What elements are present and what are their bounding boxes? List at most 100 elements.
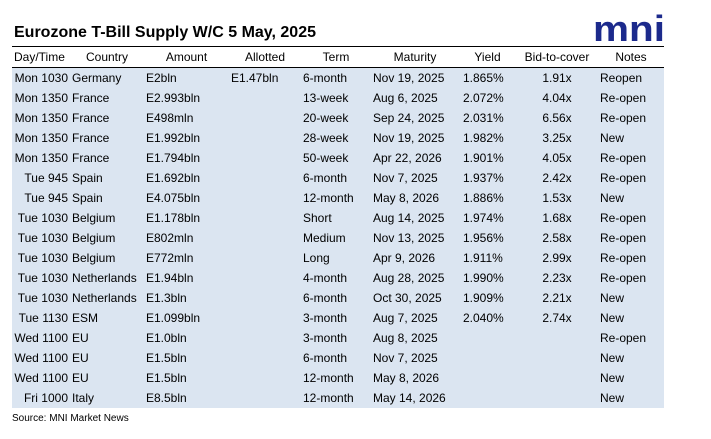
column-header-bid-to-cover: Bid-to-cover	[516, 46, 598, 68]
cell-allotted	[229, 348, 301, 368]
table-row: Mon 1350 France E1.992bln 28-week Nov 19, 20…	[12, 128, 664, 148]
cell-notes: New	[598, 388, 664, 408]
cell-term: 6-month	[301, 348, 371, 368]
cell-amount: E1.692bln	[144, 168, 229, 188]
cell-allotted	[229, 288, 301, 308]
cell-allotted	[229, 228, 301, 248]
cell-yield: 1.937%	[459, 168, 516, 188]
cell-yield: 1.865%	[459, 67, 516, 88]
cell-yield: 1.911%	[459, 248, 516, 268]
cell-notes: Re-open	[598, 228, 664, 248]
cell-country: Belgium	[70, 208, 144, 228]
cell-bid-to-cover	[516, 348, 598, 368]
cell-amount: E772mln	[144, 248, 229, 268]
cell-term: 4-month	[301, 268, 371, 288]
table-row: Tue 945 Spain E1.692bln 6-month Nov 7, 2025 1…	[12, 168, 664, 188]
cell-country: Netherlands	[70, 268, 144, 288]
cell-maturity: Aug 8, 2025	[371, 328, 459, 348]
cell-bid-to-cover: 3.25x	[516, 128, 598, 148]
cell-maturity: Nov 19, 2025	[371, 67, 459, 88]
cell-day-time: Tue 1030	[12, 288, 70, 308]
cell-notes: New	[598, 288, 664, 308]
cell-yield: 2.040%	[459, 308, 516, 328]
column-header-yield: Yield	[459, 46, 516, 68]
cell-bid-to-cover	[516, 368, 598, 388]
cell-bid-to-cover: 1.53x	[516, 188, 598, 208]
cell-bid-to-cover: 2.23x	[516, 268, 598, 288]
table-header-row: Day/Time Country Amount Allotted Term Ma…	[12, 46, 664, 68]
cell-day-time: Tue 1030	[12, 248, 70, 268]
cell-term: 6-month	[301, 288, 371, 308]
cell-term: 3-month	[301, 308, 371, 328]
cell-country: France	[70, 88, 144, 108]
cell-allotted	[229, 128, 301, 148]
cell-allotted	[229, 248, 301, 268]
table-row: Fri 1000 Italy E8.5bln 12-month May 14, 2026…	[12, 388, 664, 408]
cell-amount: E2bln	[144, 67, 229, 88]
table-row: Mon 1030 Germany E2bln E1.47bln 6-month Nov 1…	[12, 67, 664, 88]
cell-day-time: Tue 1030	[12, 228, 70, 248]
cell-notes: Re-open	[598, 208, 664, 228]
table-row: Tue 1030 Netherlands E1.3bln 6-month Oct 30,…	[12, 288, 664, 308]
table-row: Tue 1030 Netherlands E1.94bln 4-month Aug 28…	[12, 268, 664, 288]
cell-notes: Re-open	[598, 168, 664, 188]
cell-maturity: Aug 28, 2025	[371, 268, 459, 288]
cell-maturity: Sep 24, 2025	[371, 108, 459, 128]
table-row: Wed 1100 EU E1.5bln 6-month Nov 7, 2025 New	[12, 348, 664, 368]
cell-allotted	[229, 88, 301, 108]
table-row: Wed 1100 EU E1.0bln 3-month Aug 8, 2025 Re-op…	[12, 328, 664, 348]
cell-allotted	[229, 148, 301, 168]
cell-day-time: Wed 1100	[12, 368, 70, 388]
cell-day-time: Mon 1350	[12, 148, 70, 168]
cell-country: Belgium	[70, 228, 144, 248]
column-header-term: Term	[301, 46, 371, 68]
cell-yield	[459, 388, 516, 408]
source-note: Source: MNI Market News	[12, 413, 129, 424]
cell-allotted	[229, 168, 301, 188]
cell-yield: 1.982%	[459, 128, 516, 148]
cell-amount: E1.099bln	[144, 308, 229, 328]
cell-day-time: Mon 1350	[12, 108, 70, 128]
column-header-allotted: Allotted	[229, 46, 301, 68]
cell-bid-to-cover: 4.04x	[516, 88, 598, 108]
table-row: Mon 1350 France E498mln 20-week Sep 24, 2025…	[12, 108, 664, 128]
cell-bid-to-cover	[516, 388, 598, 408]
cell-yield: 1.990%	[459, 268, 516, 288]
cell-allotted: E1.47bln	[229, 67, 301, 88]
cell-country: France	[70, 128, 144, 148]
cell-notes: New	[598, 368, 664, 388]
table-row: Tue 1030 Belgium E1.178bln Short Aug 14, 202…	[12, 208, 664, 228]
cell-maturity: Nov 19, 2025	[371, 128, 459, 148]
cell-amount: E1.0bln	[144, 328, 229, 348]
cell-maturity: Apr 9, 2026	[371, 248, 459, 268]
cell-notes: Reopen	[598, 67, 664, 88]
cell-bid-to-cover	[516, 328, 598, 348]
cell-country: EU	[70, 368, 144, 388]
cell-bid-to-cover: 2.58x	[516, 228, 598, 248]
cell-allotted	[229, 368, 301, 388]
cell-country: Netherlands	[70, 288, 144, 308]
cell-bid-to-cover: 6.56x	[516, 108, 598, 128]
cell-day-time: Mon 1030	[12, 67, 70, 88]
cell-maturity: Nov 7, 2025	[371, 168, 459, 188]
cell-day-time: Wed 1100	[12, 348, 70, 368]
cell-country: France	[70, 108, 144, 128]
cell-notes: New	[598, 348, 664, 368]
cell-term: 13-week	[301, 88, 371, 108]
cell-notes: Re-open	[598, 248, 664, 268]
table-row: Tue 945 Spain E4.075bln 12-month May 8, 2026…	[12, 188, 664, 208]
cell-amount: E2.993bln	[144, 88, 229, 108]
cell-allotted	[229, 308, 301, 328]
cell-day-time: Tue 1130	[12, 308, 70, 328]
cell-maturity: May 14, 2026	[371, 388, 459, 408]
cell-day-time: Tue 945	[12, 188, 70, 208]
cell-term: 12-month	[301, 388, 371, 408]
cell-amount: E1.3bln	[144, 288, 229, 308]
cell-maturity: Nov 13, 2025	[371, 228, 459, 248]
cell-term: 28-week	[301, 128, 371, 148]
table-row: Mon 1350 France E1.794bln 50-week Apr 22, 20…	[12, 148, 664, 168]
cell-allotted	[229, 108, 301, 128]
cell-notes: Re-open	[598, 108, 664, 128]
cell-amount: E8.5bln	[144, 388, 229, 408]
cell-amount: E498mln	[144, 108, 229, 128]
